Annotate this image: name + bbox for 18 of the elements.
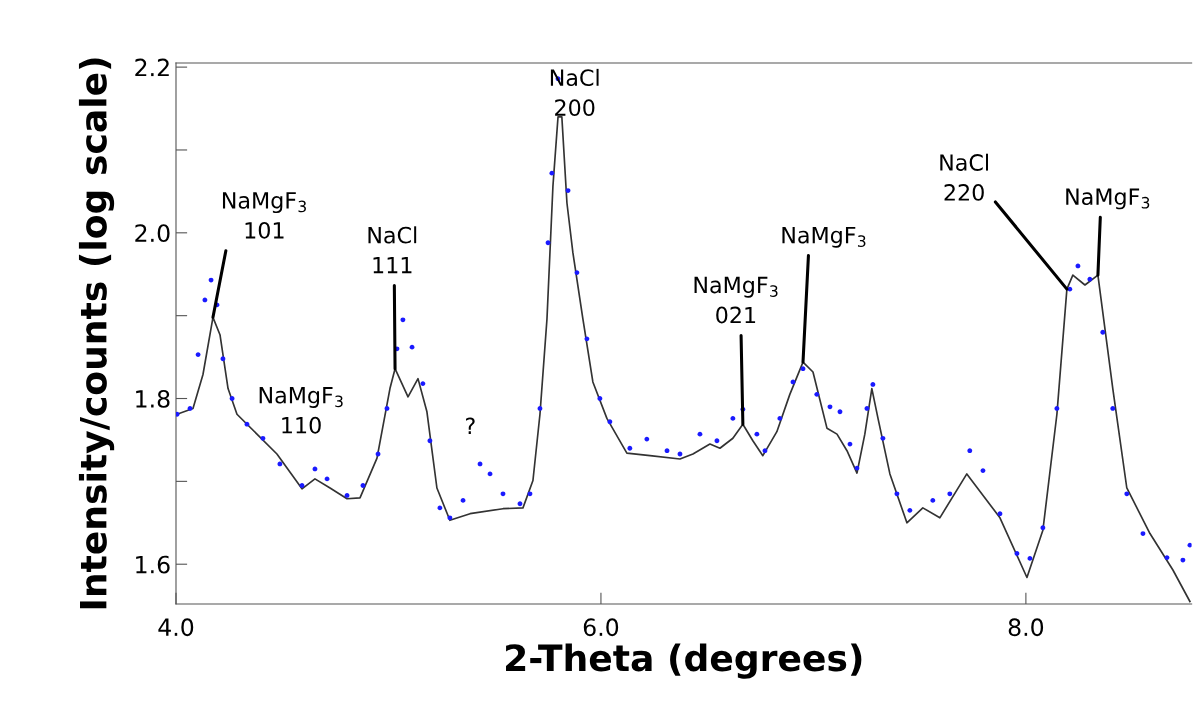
annotation: ? xyxy=(466,417,475,434)
x-axis-title: 2-Theta (degrees) xyxy=(506,643,862,679)
x-tick-label: 8.0 xyxy=(1008,618,1044,637)
annotation: NaMgF$_{3}$ xyxy=(782,226,866,248)
annotation: NaMgF$_{3}$ 101 xyxy=(222,192,306,239)
annotation: NaMgF$_{3}$ xyxy=(1066,188,1150,210)
annotation: NaCl 200 xyxy=(550,68,599,117)
y-tick-label: 1.8 xyxy=(136,389,170,408)
annotation: NaCl 220 xyxy=(940,153,988,201)
y-tick-label: 1.6 xyxy=(136,555,170,574)
y-tick-label: 2.2 xyxy=(135,58,169,77)
x-tick-label: 6.0 xyxy=(583,618,619,637)
y-tick-label: 2.0 xyxy=(135,224,170,243)
x-tick-label: 4.0 xyxy=(158,618,194,637)
y-axis-title: Intensity/counts (log scale) xyxy=(78,58,115,609)
annotation: NaMgF$_{3}$ 110 xyxy=(259,387,343,434)
annotation: NaMgF$_{3}$ 021 xyxy=(694,276,778,324)
annotation: NaCl 111 xyxy=(368,226,417,274)
